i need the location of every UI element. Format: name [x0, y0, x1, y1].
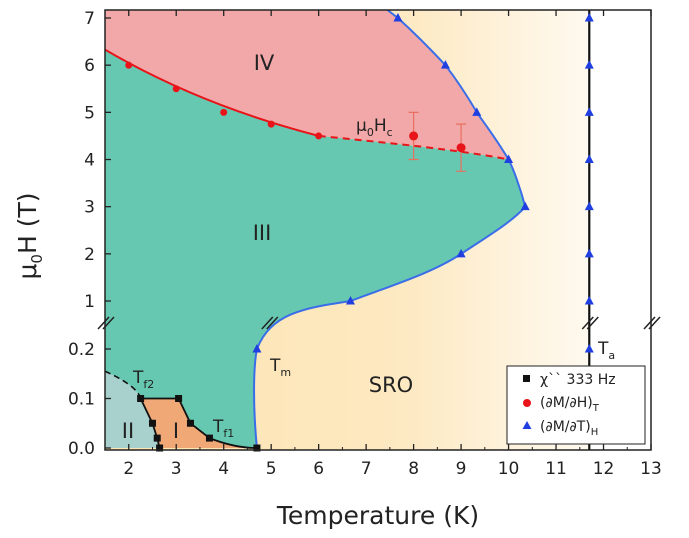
y-tick-label: 0.0 — [68, 439, 95, 459]
x-tick-label: 5 — [266, 459, 277, 479]
axis-break-mark — [261, 316, 279, 330]
region-label-ii: II — [122, 419, 134, 443]
data-point-dmdh — [220, 108, 228, 116]
data-point-chi — [153, 434, 161, 442]
data-point-dmdt — [345, 296, 355, 305]
x-tick-label: 4 — [218, 459, 229, 479]
data-point-dmdt — [584, 296, 594, 305]
data-point-chi — [175, 395, 183, 402]
data-point-dmdt — [472, 107, 482, 116]
y-tick-label: 1 — [84, 292, 95, 312]
plot-frame — [104, 9, 652, 451]
data-point-dmdt — [584, 248, 594, 258]
data-point-dmdt — [504, 154, 514, 164]
x-tick-label: 6 — [313, 459, 324, 479]
legend-label-dmdt: (∂M/∂T)H — [540, 419, 598, 438]
tm-boundary-line — [253, 10, 527, 449]
data-point-dmdt — [584, 201, 594, 211]
axis-break-mark — [97, 316, 115, 330]
data-point-dmdh — [456, 143, 466, 153]
x-tick-label: 13 — [640, 459, 662, 479]
x-tick-label: 7 — [361, 459, 372, 479]
data-point-dmdt — [393, 13, 403, 22]
data-point-dmdt — [584, 60, 594, 69]
data-point-dmdh — [409, 131, 419, 141]
tf1-label: Tf1 — [212, 417, 234, 440]
region-iv-fill — [105, 10, 509, 160]
y-tick-label: 7 — [84, 9, 95, 29]
region-label-iii: III — [253, 221, 272, 245]
data-point-dmdh — [172, 85, 180, 93]
hc-label: μ0Hc — [356, 116, 393, 139]
y-tick-label: 6 — [84, 56, 95, 76]
data-point-dmdt — [584, 13, 594, 22]
region-i-fill — [140, 398, 257, 448]
region-label-iv: IV — [254, 51, 275, 75]
data-point-dmdh — [267, 120, 275, 128]
x-tick-label: 12 — [593, 459, 615, 479]
legend-label-dmdh: (∂M/∂H)T — [540, 395, 600, 414]
data-markers — [125, 13, 594, 452]
x-tick-label: 9 — [456, 459, 467, 479]
data-point-dmdt — [440, 60, 450, 69]
legend-marker-chi — [523, 375, 530, 382]
legend-marker-dmdh — [523, 399, 531, 407]
region-label-i: I — [173, 419, 179, 443]
y-tick-label: 0.2 — [68, 340, 95, 360]
y-tick-label: 2 — [84, 245, 95, 265]
hc-boundary-dashed — [318, 134, 509, 161]
data-point-chi — [253, 444, 261, 452]
data-point-dmdt — [252, 344, 262, 353]
y-axis-title: μ0H (T) — [13, 193, 46, 280]
x-axis-title: Temperature (K) — [276, 501, 479, 530]
data-point-dmdt — [584, 107, 594, 116]
legend-marker-dmdt — [522, 421, 532, 429]
legend: χ`` 333 Hz (∂M/∂H)T (∂M/∂T)H — [506, 365, 646, 445]
region-label-sro: SRO — [369, 373, 413, 397]
data-point-dmdt — [456, 248, 466, 258]
legend-label-chi: χ`` 333 Hz — [540, 372, 616, 388]
x-tick-label: 11 — [545, 459, 567, 479]
y-tick-label: 3 — [84, 198, 95, 218]
region-iii-fill — [105, 49, 526, 448]
plot-area — [105, 10, 651, 450]
x-tick-label: 8 — [408, 459, 419, 479]
y-tick-label: 4 — [84, 151, 95, 171]
data-point-dmdt — [584, 344, 594, 353]
data-point-chi — [148, 419, 156, 427]
data-point-chi — [186, 419, 194, 427]
data-point-chi — [156, 444, 164, 452]
data-point-dmdt — [584, 154, 594, 164]
axis-breaks — [97, 316, 661, 330]
data-point-dmdh — [315, 132, 323, 140]
tf2-label: Tf2 — [132, 368, 154, 391]
data-point-chi — [205, 434, 213, 442]
data-point-chi — [137, 395, 145, 402]
y-tick-label: 5 — [84, 103, 95, 123]
axis-break-mark — [581, 316, 599, 330]
y-tick-label: 0.1 — [68, 390, 95, 410]
region-ii-fill — [105, 371, 160, 448]
x-tick-label: 10 — [498, 459, 520, 479]
axis-break-mark — [643, 316, 661, 330]
x-tick-label: 3 — [171, 459, 182, 479]
data-point-dmdh — [125, 61, 133, 69]
x-tick-label: 2 — [123, 459, 134, 479]
ta-label: Ta — [597, 339, 615, 362]
data-point-dmdt — [520, 201, 530, 211]
tm-label: Tm — [269, 356, 291, 379]
